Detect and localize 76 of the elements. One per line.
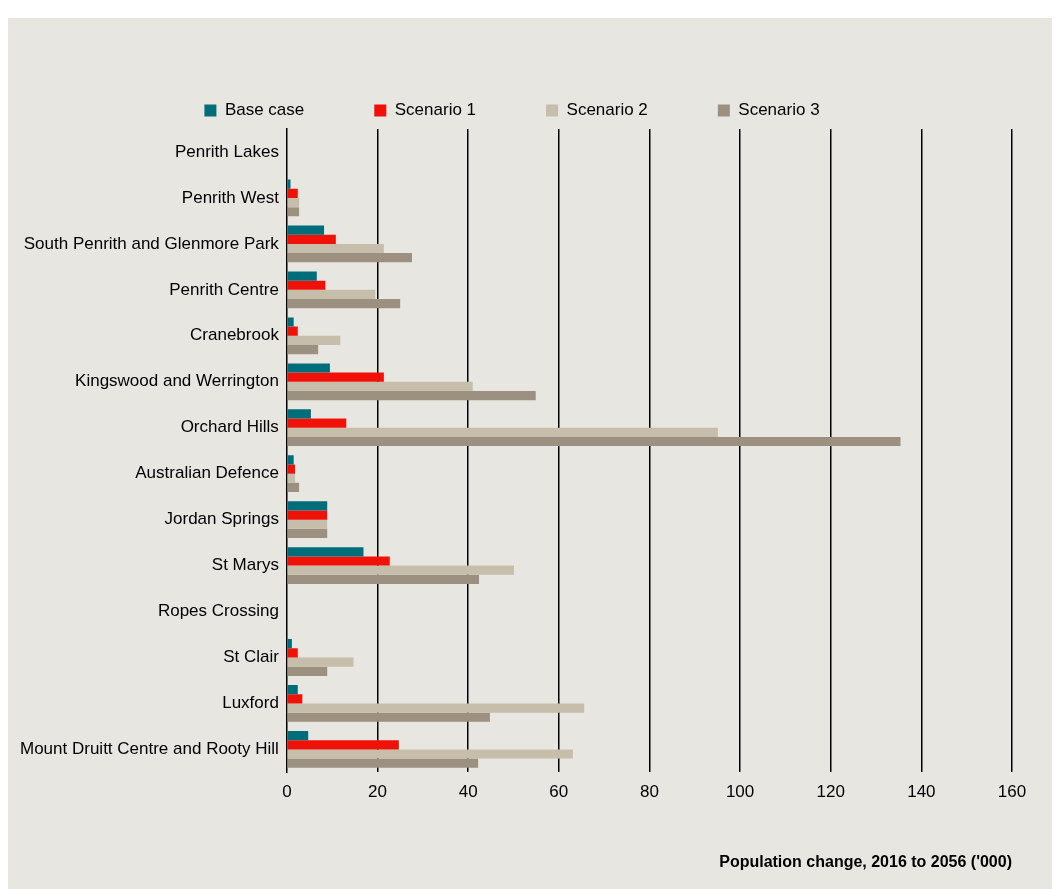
bar <box>287 418 347 428</box>
y-tick-label: St Clair <box>223 647 280 667</box>
bar <box>287 243 384 254</box>
bar <box>287 666 328 676</box>
bar <box>287 234 336 244</box>
y-tick-label: Mount Druitt Centre and Rooty Hill <box>19 739 279 759</box>
y-tick-label: Ropes Crossing <box>157 601 279 621</box>
legend-label: Scenario 1 <box>394 100 477 120</box>
bar <box>287 528 328 539</box>
bar <box>287 179 291 189</box>
bar <box>287 289 376 300</box>
y-tick-label: Cranebrook <box>190 325 280 345</box>
bar <box>287 749 573 759</box>
y-tick-label: Penrith Centre <box>169 279 279 299</box>
bar <box>287 758 479 768</box>
bar <box>287 694 303 704</box>
bar <box>287 271 317 281</box>
bar <box>287 482 300 493</box>
bar <box>287 299 401 309</box>
y-tick-label: Kingswood and Werrington <box>75 371 279 391</box>
y-tick-label: Orchard Hills <box>180 417 279 437</box>
bar <box>287 740 399 750</box>
x-axis-title: Population change, 2016 to 2056 ('000) <box>719 852 1012 870</box>
bar <box>287 501 328 511</box>
bar <box>287 574 480 584</box>
bar <box>287 409 311 419</box>
bar <box>287 225 325 235</box>
x-tick-label: 160 <box>997 782 1027 802</box>
bar <box>287 703 585 713</box>
y-tick-label: Australian Defence <box>135 463 279 483</box>
bar <box>287 657 354 667</box>
bar <box>287 464 296 474</box>
bar <box>287 648 298 658</box>
bar <box>287 556 390 566</box>
bar <box>287 280 326 290</box>
bar <box>287 335 341 345</box>
bar <box>287 188 298 198</box>
bar <box>287 197 300 208</box>
bar <box>287 436 901 447</box>
bar <box>287 381 473 391</box>
x-tick-label: 80 <box>639 782 659 802</box>
legend-label: Base case <box>224 100 305 120</box>
y-tick-label: South Penrith and Glenmore Park <box>23 233 280 253</box>
bar <box>287 473 296 483</box>
bar <box>287 510 328 520</box>
x-tick-label: 20 <box>368 782 387 802</box>
bar <box>287 731 309 741</box>
x-tick-label: 120 <box>816 782 845 802</box>
bar <box>287 345 319 355</box>
x-tick-label: 60 <box>549 782 569 802</box>
y-tick-label: St Marys <box>211 555 279 575</box>
bar <box>287 363 330 373</box>
bar <box>287 427 718 437</box>
bar <box>287 317 294 327</box>
bar <box>287 565 514 575</box>
y-tick-label: Penrith West <box>181 187 280 207</box>
bar <box>287 372 384 382</box>
bar <box>287 326 298 336</box>
y-tick-label: Luxford <box>222 693 279 713</box>
bar <box>287 519 328 529</box>
x-tick-label: 40 <box>458 782 478 802</box>
y-tick-label: Penrith Lakes <box>174 141 279 161</box>
y-tick-label: Jordan Springs <box>164 509 279 529</box>
bar <box>287 455 294 465</box>
legend-label: Scenario 2 <box>566 100 648 120</box>
bar <box>287 207 300 217</box>
bar <box>287 390 536 401</box>
bar <box>287 685 298 695</box>
x-tick-label: 100 <box>725 782 755 802</box>
legend-label: Scenario 3 <box>738 100 820 120</box>
bar <box>287 639 292 649</box>
bar <box>287 253 412 263</box>
bar <box>287 712 490 722</box>
x-tick-label: 140 <box>907 782 936 802</box>
x-tick-label: 0 <box>282 782 292 802</box>
bar <box>287 547 364 557</box>
